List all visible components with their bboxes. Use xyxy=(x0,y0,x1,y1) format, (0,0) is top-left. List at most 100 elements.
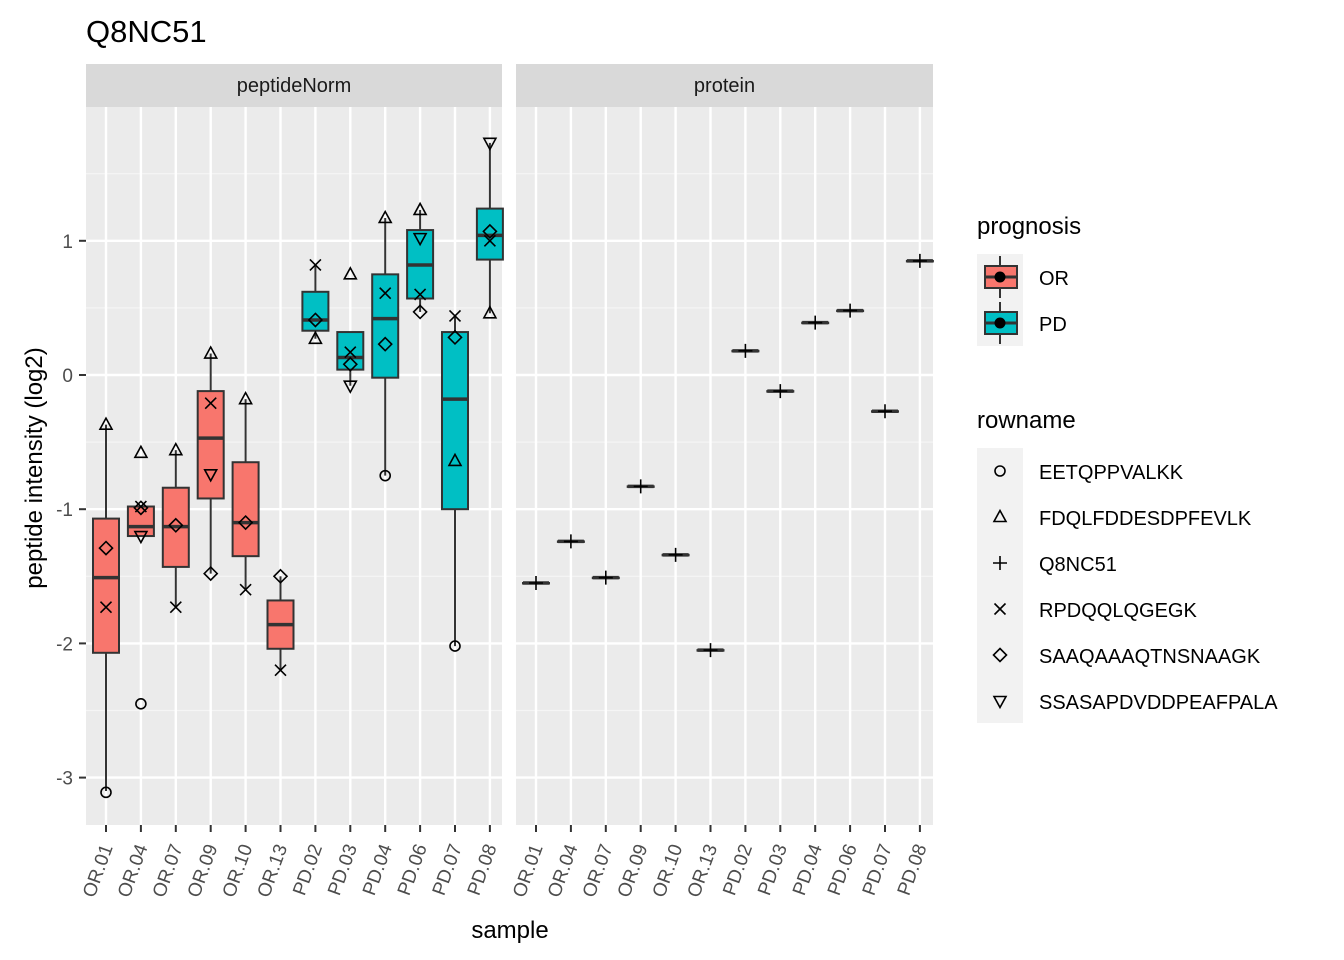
rowname-key-FDQLFDDESDPFEVLK: FDQLFDDESDPFEVLK xyxy=(992,508,1252,530)
x-tick-label: OR.10 xyxy=(649,842,688,901)
point-OR.09-SSASAPDVDDPEAFPALA xyxy=(203,469,219,483)
point-OR.01-FDQLFDDESDPFEVLK xyxy=(98,416,114,430)
point-OR.07-FDQLFDDESDPFEVLK xyxy=(168,441,184,456)
facet-strip xyxy=(516,64,933,107)
rowname-key-SSASAPDVDDPEAFPALA: SSASAPDVDDPEAFPALA xyxy=(992,692,1278,714)
point-PD.08-RPDQQLQGEGK xyxy=(483,234,496,247)
point-OR.01-EETQPPVALKK xyxy=(100,786,112,799)
point-PD.07-EETQPPVALKK xyxy=(449,640,461,652)
point-OR.07-RPDQQLQGEGK xyxy=(169,601,182,614)
x-tick-label: PD.08 xyxy=(894,842,932,899)
box-body xyxy=(231,461,260,558)
point-PD.07-RPDQQLQGEGK xyxy=(448,309,462,323)
point-PD.03-SSASAPDVDDPEAFPALA xyxy=(342,380,358,394)
y-tick-label: -2 xyxy=(56,634,73,655)
panel-peptideNorm: peptideNorm OR.01OR.04OR.07OR.09OR.10OR.1… xyxy=(79,64,504,901)
point-OR.10-RPDQQLQGEGK xyxy=(239,583,252,596)
panel-background xyxy=(516,107,933,825)
box-body xyxy=(196,390,225,500)
y-axis: -3 -2 -1 0 1 xyxy=(56,232,86,790)
x-tick-label: OR.09 xyxy=(184,842,223,901)
point-OR.09-FDQLFDDESDPFEVLK xyxy=(203,345,219,359)
box-body xyxy=(92,517,120,654)
point-PD.02-FDQLFDDESDPFEVLK xyxy=(308,330,323,345)
y-tick-label: 1 xyxy=(62,232,73,253)
point-PD.08-Q8NC51 xyxy=(912,253,927,268)
x-tick-label: PD.07 xyxy=(429,842,467,899)
x-tick-label: PD.04 xyxy=(359,841,397,898)
legend-shape-diamond xyxy=(992,647,1008,663)
box-body xyxy=(441,331,469,511)
box-OR.07 xyxy=(161,450,190,608)
point-PD.08-SAAQAAAQTNSNAAGK xyxy=(482,223,498,240)
box-PD.03 xyxy=(336,331,365,386)
point-OR.13-SAAQAAAQTNSNAAGK xyxy=(272,568,289,584)
facet-strip-label: protein xyxy=(694,75,755,97)
point-PD.06-SAAQAAAQTNSNAAGK xyxy=(412,304,428,320)
point-PD.02-Q8NC51 xyxy=(738,343,753,358)
point-OR.07-SAAQAAAQTNSNAAGK xyxy=(168,517,184,533)
point-OR.04-Q8NC51 xyxy=(563,534,578,549)
panel-protein: proteinOR.01OR.04OR.07OR.09OR.10OR.13PD.… xyxy=(509,64,934,901)
x-tick-label: OR.01 xyxy=(79,842,118,901)
rowname-legend-label: RPDQQLQGEGK xyxy=(1039,600,1197,622)
x-tick-label: OR.09 xyxy=(614,842,653,901)
facet-panels: peptideNormOR.01OR.04OR.07OR.09OR.10OR.1… xyxy=(79,64,934,901)
legend-shape-triangle xyxy=(992,508,1008,523)
chart-title: Q8NC51 xyxy=(86,14,207,49)
x-tick-label: OR.01 xyxy=(509,842,548,901)
x-tick-label: PD.02 xyxy=(719,842,757,899)
x-tick-label: PD.04 xyxy=(789,841,827,898)
point-OR.10-FDQLFDDESDPFEVLK xyxy=(238,390,253,405)
panel-background xyxy=(86,107,502,825)
point-PD.08-SSASAPDVDDPEAFPALA xyxy=(482,137,498,152)
legend-point xyxy=(994,317,1006,329)
box-body xyxy=(126,505,155,538)
point-OR.04-SAAQAAAQTNSNAAGK xyxy=(133,500,149,516)
facet-strip xyxy=(86,64,502,107)
prognosis-legend-label: OR xyxy=(1039,268,1069,290)
box-body xyxy=(336,331,365,371)
x-tick-label: PD.08 xyxy=(464,842,502,899)
point-PD.06-SSASAPDVDDPEAFPALA xyxy=(412,232,428,247)
point-OR.01-Q8NC51 xyxy=(529,576,543,591)
x-tick-label: OR.10 xyxy=(219,842,258,901)
point-PD.03-FDQLFDDESDPFEVLK xyxy=(342,266,358,280)
legend-shape-plus xyxy=(993,556,1007,570)
rowname-legend-label: SSASAPDVDDPEAFPALA xyxy=(1039,692,1278,714)
legend-point xyxy=(994,271,1006,283)
x-axis-label: sample xyxy=(471,917,548,944)
prognosis-key-OR: OR xyxy=(984,256,1069,298)
x-tick-label: PD.07 xyxy=(859,842,897,899)
rowname-legend-title: rowname xyxy=(977,407,1076,434)
point-PD.03-SAAQAAAQTNSNAAGK xyxy=(342,356,358,372)
x-tick-label: OR.04 xyxy=(544,841,583,900)
point-OR.13-RPDQQLQGEGK xyxy=(274,664,287,677)
prognosis-legend: prognosis OR PD xyxy=(977,213,1081,346)
facet-strip-label: peptideNorm xyxy=(237,75,352,97)
x-tick-label: PD.06 xyxy=(394,842,432,899)
point-OR.04-FDQLFDDESDPFEVLK xyxy=(133,444,149,459)
prognosis-legend-title: prognosis xyxy=(977,213,1081,240)
x-tick-label: OR.07 xyxy=(149,842,188,901)
rowname-key-RPDQQLQGEGK: RPDQQLQGEGK xyxy=(993,600,1197,622)
box-body xyxy=(301,290,330,332)
box-PD.07 xyxy=(441,315,469,647)
box-PD.04 xyxy=(371,217,400,476)
rowname-legend-label: Q8NC51 xyxy=(1039,554,1117,576)
point-PD.07-FDQLFDDESDPFEVLK xyxy=(447,452,463,467)
point-PD.04-Q8NC51 xyxy=(808,315,823,330)
y-tick-label: 0 xyxy=(62,366,73,387)
point-PD.02-RPDQQLQGEGK xyxy=(309,258,322,272)
point-OR.10-SAAQAAAQTNSNAAGK xyxy=(237,514,254,531)
y-tick-label: -1 xyxy=(56,500,73,521)
rowname-legend-label: SAAQAAAQTNSNAAGK xyxy=(1039,646,1261,668)
x-tick-label: PD.03 xyxy=(324,842,362,899)
point-OR.04-EETQPPVALKK xyxy=(135,697,147,710)
point-PD.04-FDQLFDDESDPFEVLK xyxy=(377,209,393,224)
point-OR.09-Q8NC51 xyxy=(633,479,648,494)
x-tick-label: OR.13 xyxy=(254,842,293,901)
y-tick-label: -3 xyxy=(56,769,73,790)
rowname-key-Q8NC51: Q8NC51 xyxy=(993,554,1117,576)
